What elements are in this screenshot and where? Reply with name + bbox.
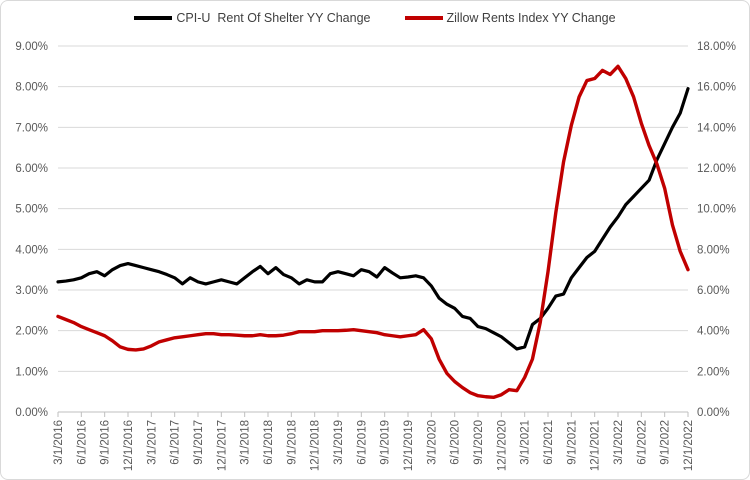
legend-item-cpi: CPI-U Rent Of Shelter YY Change [134, 11, 371, 25]
cpi-shelter-line [56, 87, 690, 351]
svg-text:1.00%: 1.00% [15, 366, 48, 378]
svg-text:6/1/2016: 6/1/2016 [76, 420, 88, 465]
y-gridlines [58, 45, 688, 413]
svg-text:12/1/2018: 12/1/2018 [310, 420, 322, 471]
svg-text:12/1/2022: 12/1/2022 [683, 420, 695, 471]
svg-text:4.00%: 4.00% [697, 326, 730, 338]
svg-text:12/1/2017: 12/1/2017 [216, 420, 228, 471]
svg-text:9/1/2020: 9/1/2020 [473, 420, 485, 465]
left-axis-labels: 0.00% 1.00% 2.00% 3.00% 4.00% 5.00% 6.00% 7.00%… [15, 41, 48, 419]
svg-text:3/1/2016: 3/1/2016 [53, 420, 65, 465]
svg-text:9.00%: 9.00% [15, 41, 48, 53]
svg-text:9/1/2016: 9/1/2016 [100, 420, 112, 465]
legend-label-zillow: Zillow Rents Index YY Change [446, 11, 616, 25]
svg-text:6.00%: 6.00% [15, 163, 48, 175]
svg-text:16.00%: 16.00% [697, 82, 736, 94]
zillow-rents-line [56, 64, 690, 400]
svg-text:7.00%: 7.00% [15, 122, 48, 134]
svg-text:3/1/2018: 3/1/2018 [240, 420, 252, 465]
svg-text:6.00%: 6.00% [697, 285, 730, 297]
svg-text:3/1/2022: 3/1/2022 [613, 420, 625, 465]
svg-text:6/1/2018: 6/1/2018 [263, 420, 275, 465]
svg-text:0.00%: 0.00% [15, 407, 48, 419]
svg-text:3/1/2017: 3/1/2017 [146, 420, 158, 465]
svg-text:8.00%: 8.00% [697, 244, 730, 256]
zillow-line-swatch [404, 16, 443, 20]
svg-text:12/1/2021: 12/1/2021 [590, 420, 602, 471]
svg-text:14.00%: 14.00% [697, 122, 736, 134]
right-axis-labels: 0.00% 2.00% 4.00% 6.00% 8.00% 10.00% 12.00% 14.… [697, 41, 736, 419]
svg-text:9/1/2019: 9/1/2019 [380, 420, 392, 465]
svg-text:2.00%: 2.00% [697, 366, 730, 378]
svg-text:6/1/2022: 6/1/2022 [636, 420, 648, 465]
svg-text:12/1/2019: 12/1/2019 [403, 420, 415, 471]
svg-text:18.00%: 18.00% [697, 41, 736, 53]
svg-text:12.00%: 12.00% [697, 163, 736, 175]
svg-text:12/1/2020: 12/1/2020 [496, 420, 508, 471]
svg-text:5.00%: 5.00% [15, 204, 48, 216]
svg-text:0.00%: 0.00% [697, 407, 730, 419]
svg-text:8.00%: 8.00% [15, 82, 48, 94]
svg-text:10.00%: 10.00% [697, 204, 736, 216]
svg-text:9/1/2022: 9/1/2022 [660, 420, 672, 465]
svg-text:9/1/2018: 9/1/2018 [286, 420, 298, 465]
svg-text:3.00%: 3.00% [15, 285, 48, 297]
svg-text:9/1/2017: 9/1/2017 [193, 420, 205, 465]
svg-text:12/1/2016: 12/1/2016 [123, 420, 135, 471]
svg-text:4.00%: 4.00% [15, 244, 48, 256]
svg-text:6/1/2020: 6/1/2020 [450, 420, 462, 465]
legend: CPI-U Rent Of Shelter YY Change Zillow R… [1, 11, 749, 25]
legend-label-cpi: CPI-U Rent Of Shelter YY Change [176, 11, 371, 25]
svg-text:2.00%: 2.00% [15, 326, 48, 338]
svg-text:3/1/2021: 3/1/2021 [520, 420, 532, 465]
cpi-line-swatch [134, 16, 173, 20]
svg-text:9/1/2021: 9/1/2021 [566, 420, 578, 465]
svg-text:3/1/2019: 3/1/2019 [333, 420, 345, 465]
svg-text:3/1/2020: 3/1/2020 [426, 420, 438, 465]
legend-item-zillow: Zillow Rents Index YY Change [404, 11, 616, 25]
svg-text:6/1/2021: 6/1/2021 [543, 420, 555, 465]
svg-text:6/1/2017: 6/1/2017 [170, 420, 182, 465]
svg-text:6/1/2019: 6/1/2019 [356, 420, 368, 465]
x-axis: 3/1/2016 6/1/2016 9/1/2016 12/1/2016 3/1/201… [53, 412, 695, 471]
